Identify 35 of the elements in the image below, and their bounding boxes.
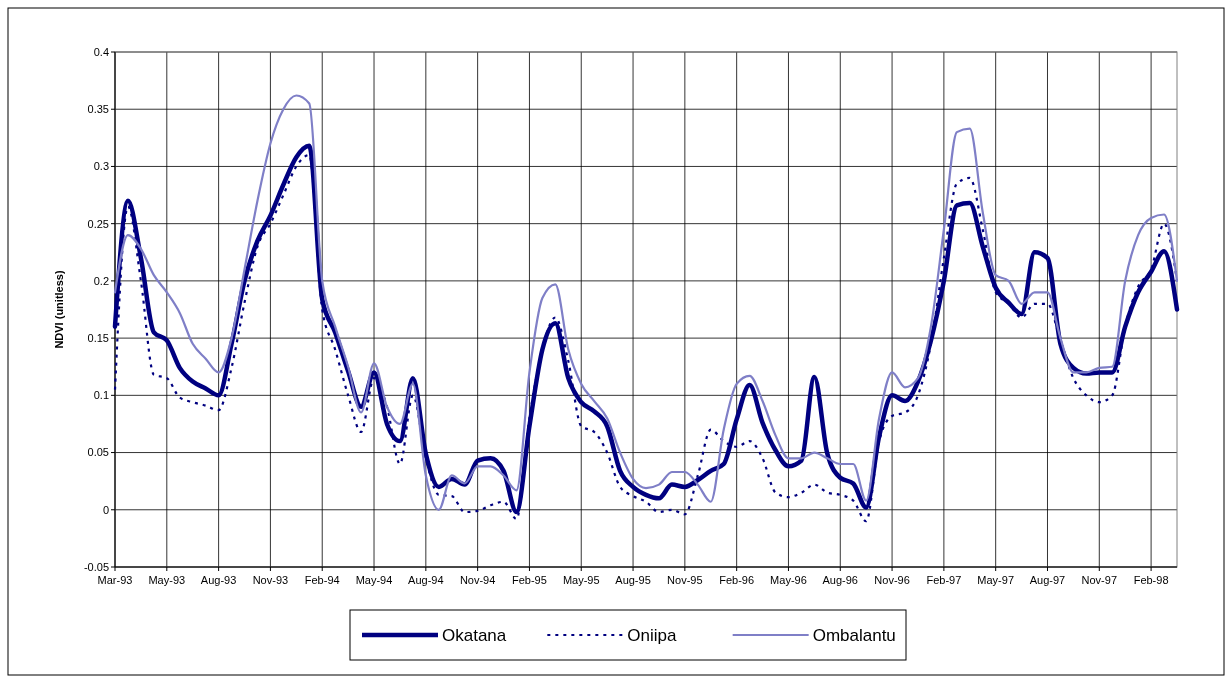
legend-label: Ombalantu bbox=[812, 625, 896, 645]
x-tick-label: Nov-94 bbox=[459, 574, 496, 586]
y-tick-label: 0.2 bbox=[93, 274, 109, 287]
x-tick-label: Feb-98 bbox=[1133, 574, 1169, 586]
x-tick-label: May-95 bbox=[562, 574, 600, 586]
x-tick-label: Nov-96 bbox=[874, 574, 910, 586]
y-axis-title: NDVI (unitless) bbox=[53, 270, 65, 349]
x-tick-label: Aug-96 bbox=[822, 574, 859, 586]
x-tick-label: Mar-93 bbox=[97, 574, 133, 586]
x-tick-label: Nov-95 bbox=[667, 574, 703, 586]
x-tick-label: Feb-95 bbox=[512, 574, 547, 586]
x-tick-label: Aug-95 bbox=[615, 574, 651, 586]
x-tick-label: Feb-94 bbox=[304, 574, 340, 586]
y-tick-label: 0.05 bbox=[87, 446, 109, 459]
y-tick-label: 0.1 bbox=[93, 389, 109, 402]
x-tick-label: Nov-93 bbox=[252, 574, 289, 586]
y-tick-label: -0.05 bbox=[83, 560, 109, 573]
x-tick-label: Aug-97 bbox=[1029, 574, 1066, 586]
y-tick-label: 0.35 bbox=[87, 103, 109, 116]
y-tick-label: 0.3 bbox=[93, 160, 109, 173]
x-tick-label: Feb-97 bbox=[926, 574, 962, 586]
y-tick-label: 0.25 bbox=[87, 217, 109, 230]
x-tick-label: May-94 bbox=[355, 574, 393, 586]
x-tick-label: Aug-94 bbox=[408, 574, 444, 586]
x-tick-label: Nov-97 bbox=[1081, 574, 1118, 586]
x-tick-label: May-97 bbox=[977, 574, 1015, 586]
y-tick-label: 0 bbox=[102, 503, 109, 516]
legend-label: Oniipa bbox=[627, 625, 678, 645]
y-tick-label: 0.15 bbox=[87, 331, 109, 344]
legend-label: Okatana bbox=[442, 625, 507, 645]
x-tick-label: May-93 bbox=[148, 574, 186, 586]
y-tick-label: 0.4 bbox=[93, 45, 109, 58]
x-tick-label: Aug-93 bbox=[200, 574, 237, 586]
x-tick-label: May-96 bbox=[770, 574, 807, 586]
x-tick-label: Feb-96 bbox=[719, 574, 755, 586]
